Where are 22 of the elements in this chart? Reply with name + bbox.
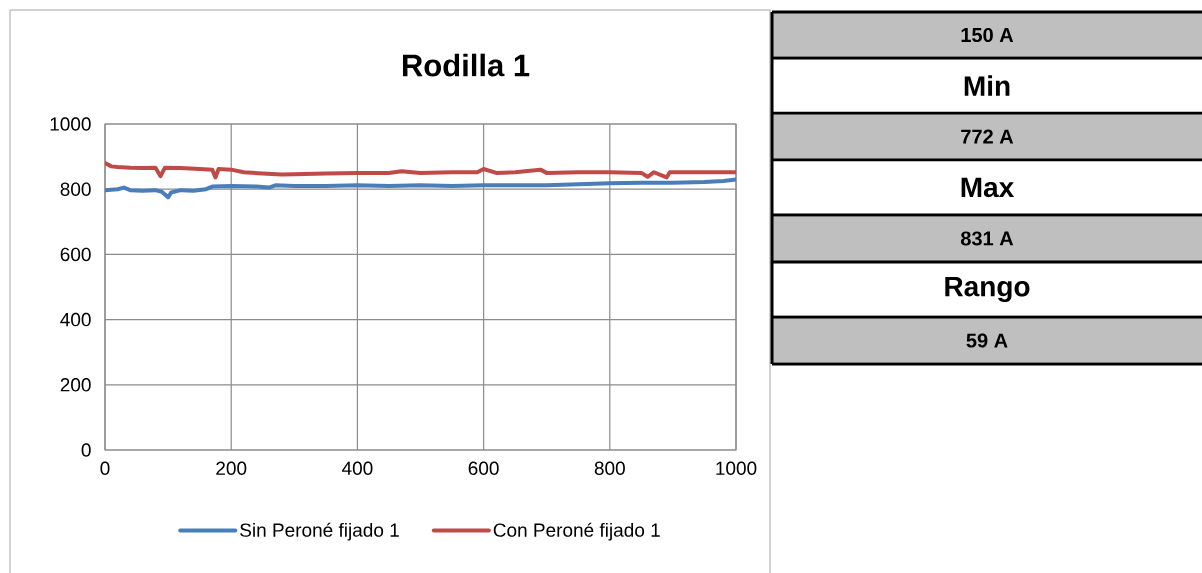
y-tick-label: 0: [81, 443, 91, 457]
legend-label: Sin Peroné fijado 1: [240, 522, 399, 541]
category-label: 772 A: [961, 129, 1014, 144]
x-tick-label: 1000: [716, 461, 757, 475]
y-tick-label: 1000: [50, 117, 91, 131]
chart-title: Rodilla 1: [402, 53, 530, 77]
category-label: 150 A: [961, 27, 1014, 43]
x-tick-label: 800: [594, 461, 625, 475]
x-tick-label: 400: [341, 461, 373, 475]
category-label: Rango: [945, 276, 1030, 303]
x-tick-label: 600: [468, 461, 499, 475]
y-tick-label: 800: [60, 182, 91, 196]
category-label: 831 A: [960, 231, 1014, 246]
y-tick-label: 200: [60, 378, 91, 392]
y-tick-label: 400: [60, 312, 91, 327]
legend-label: Con Peroné fijado 1: [493, 522, 660, 541]
x-tick-label: 200: [216, 461, 247, 475]
x-tick-label: 0: [100, 461, 110, 475]
category-label: 59 A: [966, 333, 1008, 348]
category-label: Max: [961, 177, 1015, 198]
category-label: Min: [964, 75, 1010, 96]
y-tick-label: 600: [60, 247, 91, 262]
